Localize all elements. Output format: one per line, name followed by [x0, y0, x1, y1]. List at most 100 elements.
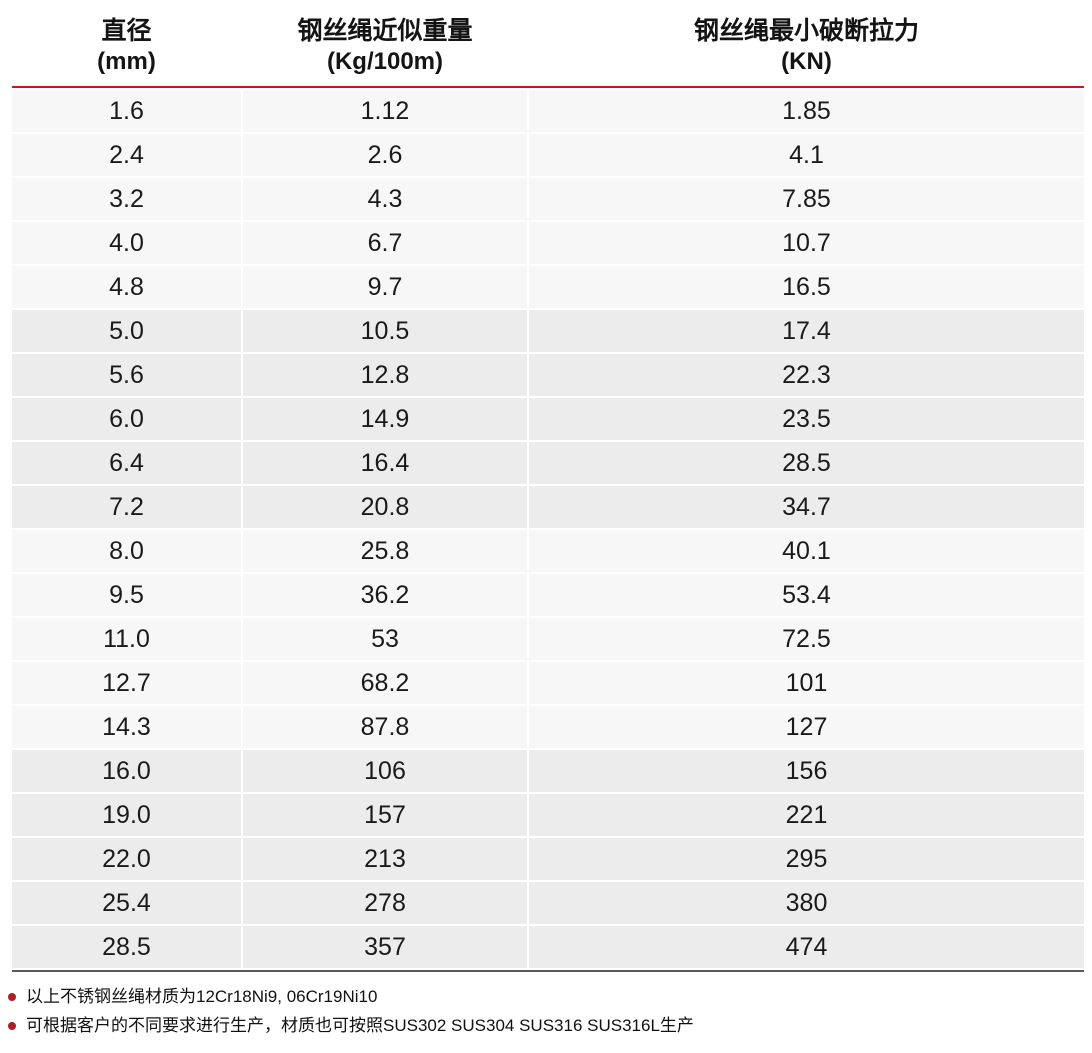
cell-diameter: 19.0	[12, 794, 241, 836]
cell-breaking-force: 127	[529, 706, 1084, 748]
cell-breaking-force: 34.7	[529, 486, 1084, 528]
table-header-row: 直径 (mm) 钢丝绳近似重量 (Kg/100m) 钢丝绳最小破断拉力 (KN)	[12, 0, 1084, 86]
cell-breaking-force: 17.4	[529, 310, 1084, 352]
cell-weight: 25.8	[243, 530, 527, 572]
table-row: 1.6 1.12 1.85	[12, 90, 1084, 132]
table-row: 16.0 106 156	[12, 750, 1084, 792]
cell-diameter: 9.5	[12, 574, 241, 616]
cell-weight: 10.5	[243, 310, 527, 352]
table-row: 4.8 9.7 16.5	[12, 266, 1084, 308]
header-diameter-unit: (mm)	[97, 48, 156, 75]
cell-weight: 2.6	[243, 134, 527, 176]
cell-diameter: 5.0	[12, 310, 241, 352]
cell-weight: 53	[243, 618, 527, 660]
cell-weight: 36.2	[243, 574, 527, 616]
cell-diameter: 16.0	[12, 750, 241, 792]
cell-weight: 213	[243, 838, 527, 880]
cell-weight: 14.9	[243, 398, 527, 440]
header-diameter-title: 直径	[101, 17, 152, 45]
cell-breaking-force: 28.5	[529, 442, 1084, 484]
cell-diameter: 1.6	[12, 90, 241, 132]
cell-breaking-force: 474	[529, 926, 1084, 968]
table-row: 5.0 10.5 17.4	[12, 310, 1084, 352]
cell-weight: 6.7	[243, 222, 527, 264]
cell-breaking-force: 295	[529, 838, 1084, 880]
cell-diameter: 11.0	[12, 618, 241, 660]
cell-diameter: 3.2	[12, 178, 241, 220]
table-row: 22.0 213 295	[12, 838, 1084, 880]
cell-weight: 157	[243, 794, 527, 836]
table-row: 3.2 4.3 7.85	[12, 178, 1084, 220]
cell-diameter: 5.6	[12, 354, 241, 396]
cell-breaking-force: 156	[529, 750, 1084, 792]
header-weight-title: 钢丝绳近似重量	[297, 17, 473, 45]
cell-weight: 87.8	[243, 706, 527, 748]
cell-breaking-force: 40.1	[529, 530, 1084, 572]
cell-breaking-force: 23.5	[529, 398, 1084, 440]
table-row: 19.0 157 221	[12, 794, 1084, 836]
table-row: 2.4 2.6 4.1	[12, 134, 1084, 176]
cell-breaking-force: 53.4	[529, 574, 1084, 616]
header-weight-unit: (Kg/100m)	[326, 48, 444, 75]
cell-weight: 4.3	[243, 178, 527, 220]
table-row: 9.5 36.2 53.4	[12, 574, 1084, 616]
header-breaking-force: 钢丝绳最小破断拉力 (KN)	[529, 16, 1084, 77]
table-row: 7.2 20.8 34.7	[12, 486, 1084, 528]
footnote-custom-production: 可根据客户的不同要求进行生产，材质也可按照SUS302 SUS304 SUS31…	[8, 1016, 1092, 1036]
cell-weight: 106	[243, 750, 527, 792]
cell-breaking-force: 16.5	[529, 266, 1084, 308]
cell-diameter: 22.0	[12, 838, 241, 880]
cell-weight: 12.8	[243, 354, 527, 396]
cell-weight: 278	[243, 882, 527, 924]
footnote-material-text: 以上不锈钢丝绳材质为12Cr18Ni9, 06Cr19Ni10	[26, 987, 378, 1006]
cell-diameter: 2.4	[12, 134, 241, 176]
table-row: 6.0 14.9 23.5	[12, 398, 1084, 440]
table-row: 6.4 16.4 28.5	[12, 442, 1084, 484]
bullet-icon	[8, 1022, 16, 1030]
cell-breaking-force: 4.1	[529, 134, 1084, 176]
cell-breaking-force: 1.85	[529, 90, 1084, 132]
cell-weight: 9.7	[243, 266, 527, 308]
cell-diameter: 25.4	[12, 882, 241, 924]
cell-diameter: 4.8	[12, 266, 241, 308]
table-row: 11.0 53 72.5	[12, 618, 1084, 660]
cell-breaking-force: 22.3	[529, 354, 1084, 396]
cell-breaking-force: 7.85	[529, 178, 1084, 220]
cell-breaking-force: 72.5	[529, 618, 1084, 660]
header-breaking-force-title: 钢丝绳最小破断拉力	[693, 17, 919, 45]
cell-weight: 20.8	[243, 486, 527, 528]
cell-diameter: 28.5	[12, 926, 241, 968]
cell-diameter: 4.0	[12, 222, 241, 264]
cell-diameter: 8.0	[12, 530, 241, 572]
cell-diameter: 6.0	[12, 398, 241, 440]
table-row: 12.7 68.2 101	[12, 662, 1084, 704]
cell-diameter: 7.2	[12, 486, 241, 528]
header-divider-rule	[12, 86, 1084, 88]
cell-breaking-force: 101	[529, 662, 1084, 704]
footnote-custom-production-text: 可根据客户的不同要求进行生产，材质也可按照SUS302 SUS304 SUS31…	[26, 1016, 694, 1035]
cell-weight: 68.2	[243, 662, 527, 704]
header-diameter: 直径 (mm)	[12, 16, 241, 77]
footnote-material: 以上不锈钢丝绳材质为12Cr18Ni9, 06Cr19Ni10	[8, 987, 1092, 1007]
cell-breaking-force: 10.7	[529, 222, 1084, 264]
table-row: 25.4 278 380	[12, 882, 1084, 924]
cell-diameter: 14.3	[12, 706, 241, 748]
cell-breaking-force: 221	[529, 794, 1084, 836]
cell-weight: 16.4	[243, 442, 527, 484]
cell-diameter: 6.4	[12, 442, 241, 484]
table-row: 5.6 12.8 22.3	[12, 354, 1084, 396]
table-body: 1.6 1.12 1.85 2.4 2.6 4.1 3.2 4.3 7.85 4.0 6.7 10.7…	[12, 90, 1084, 968]
table-row: 28.5 357 474	[12, 926, 1084, 968]
cell-breaking-force: 380	[529, 882, 1084, 924]
cell-diameter: 12.7	[12, 662, 241, 704]
table-row: 14.3 87.8 127	[12, 706, 1084, 748]
table-row: 8.0 25.8 40.1	[12, 530, 1084, 572]
table-bottom-border	[12, 970, 1084, 972]
wire-rope-spec-table: 直径 (mm) 钢丝绳近似重量 (Kg/100m) 钢丝绳最小破断拉力 (KN)…	[12, 0, 1084, 972]
footnotes: 以上不锈钢丝绳材质为12Cr18Ni9, 06Cr19Ni10 可根据客户的不同…	[8, 987, 1092, 1036]
bullet-icon	[8, 993, 16, 1001]
cell-weight: 1.12	[243, 90, 527, 132]
table-row: 4.0 6.7 10.7	[12, 222, 1084, 264]
cell-weight: 357	[243, 926, 527, 968]
